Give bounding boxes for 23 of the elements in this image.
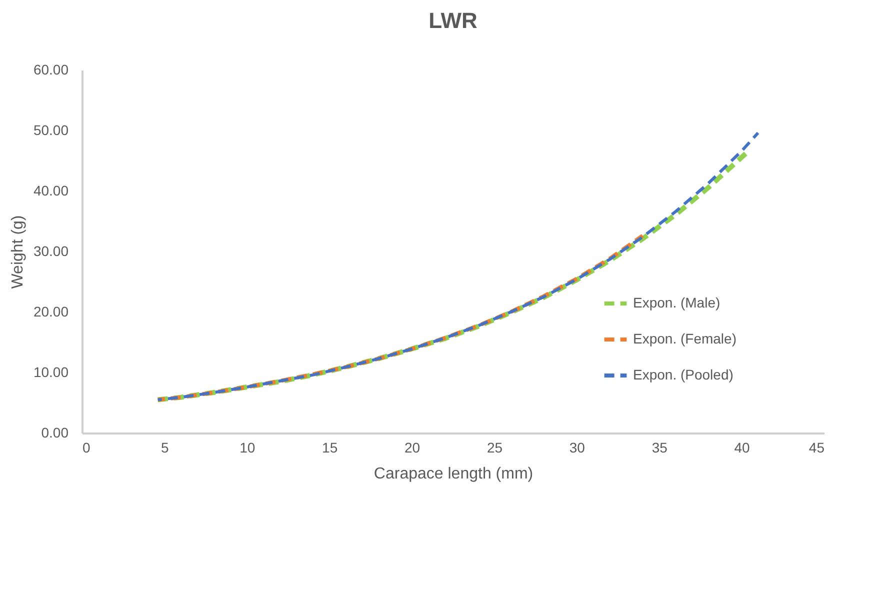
y-tick-label: 40.00 [33,182,69,198]
legend-label: Expon. (Female) [633,330,736,346]
y-axis-title: Weight (g) [9,215,26,289]
x-tick-label: 45 [808,440,825,456]
legend-label: Expon. (Male) [633,294,720,310]
y-tick-label: 0.00 [41,424,69,440]
x-tick-label: 0 [82,440,90,456]
x-tick-label: 35 [652,440,668,456]
y-tick-label: 10.00 [33,364,69,380]
x-axis-title: Carapace length (mm) [374,466,534,482]
y-tick-label: 30.00 [33,243,69,259]
y-tick-label: 60.00 [33,62,69,78]
x-tick-label: 25 [486,440,503,456]
x-tick-label: 30 [569,440,586,456]
x-tick-label: 10 [240,440,256,456]
x-tick-label: 15 [322,440,338,456]
x-tick-label: 5 [161,440,170,456]
x-tick-label: 20 [404,440,420,456]
y-tick-label: 50.00 [33,122,69,138]
x-tick-label: 40 [734,440,750,456]
chart-title: LWR [428,8,478,33]
y-tick-label: 20.00 [33,304,69,320]
legend-label: Expon. (Pooled) [633,366,734,382]
